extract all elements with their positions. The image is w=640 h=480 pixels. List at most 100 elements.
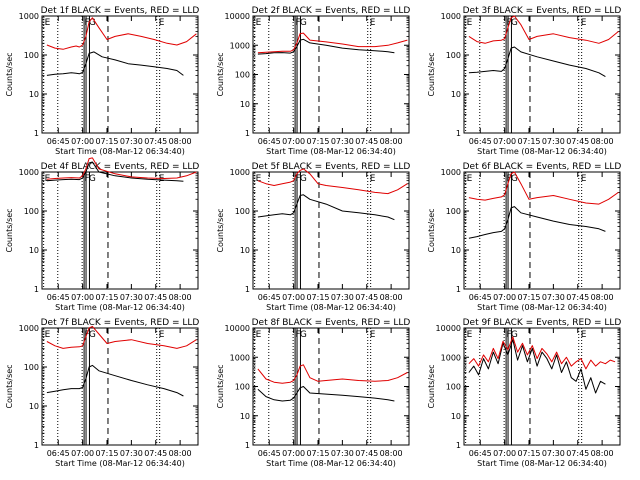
y-tick-label: 100 [24, 207, 39, 216]
detector-panel-5: Det 5f BLACK = Events, RED = LLD 1 10 100 10… [216, 162, 410, 312]
x-tick-label: 06:45 [47, 137, 70, 146]
x-tick-label: 07:00 [71, 449, 94, 458]
x-tick-label: 07:00 [71, 293, 94, 302]
y-tick-label: 1000 [19, 12, 39, 21]
detector-panel-2: Det 2f BLACK = Events, RED = LLD 1 10 100 10… [216, 6, 410, 156]
lld-series-line [46, 157, 197, 180]
detector-panel-9: Det 9f BLACK = Events, RED = LLD 1 10 100 10… [427, 318, 621, 468]
y-tick-label: 1000 [441, 168, 461, 177]
lld-series-line [468, 171, 619, 205]
x-tick-label: 07:00 [71, 137, 94, 146]
x-tick-label: 07:45 [144, 137, 167, 146]
x-tick-label: 07:15 [517, 137, 540, 146]
plot-frame [41, 171, 199, 290]
detector-panel-4: Det 4f BLACK = Events, RED = LLD 1 10 100 10… [5, 157, 199, 312]
x-tick-label: 07:15 [306, 449, 329, 458]
flag-label: G [511, 18, 518, 28]
plot-frame [463, 327, 621, 446]
x-tick-label: 07:45 [144, 293, 167, 302]
x-axis-label: Start Time (08-Mar-12 06:34:40) [266, 147, 396, 156]
flag-label: F [84, 18, 89, 28]
flag-label: G [89, 330, 96, 340]
y-tick-label: 1000 [19, 168, 39, 177]
lld-series-line [46, 325, 197, 349]
y-axis-label: Counts/sec [216, 208, 225, 252]
x-axis-label: Start Time (08-Mar-12 06:34:40) [477, 147, 607, 156]
y-tick-label: 1 [245, 285, 250, 294]
events-series-line [257, 38, 395, 55]
y-tick-label: 10 [29, 402, 39, 411]
events-series-line [46, 51, 184, 76]
y-axis-label: Counts/sec [216, 52, 225, 96]
x-tick-label: 08:00 [591, 293, 614, 302]
x-tick-label: 07:30 [120, 449, 143, 458]
y-tick-label: 1000 [441, 12, 461, 21]
flag-label: E [467, 18, 473, 28]
flag-label: E [256, 18, 262, 28]
flag-label: E [370, 174, 376, 184]
lld-series-line [468, 15, 619, 44]
y-tick-label: 10000 [436, 324, 461, 333]
y-tick-label: 10 [29, 246, 39, 255]
flag-label: G [300, 330, 307, 340]
x-tick-label: 07:15 [517, 449, 540, 458]
x-tick-label: 06:45 [258, 293, 281, 302]
x-axis-label: Start Time (08-Mar-12 06:34:40) [55, 147, 185, 156]
panel-title: Det 6f BLACK = Events, RED = LLD [463, 162, 622, 172]
y-tick-label: 1 [456, 129, 461, 138]
x-tick-label: 07:30 [542, 449, 565, 458]
x-tick-label: 07:15 [517, 293, 540, 302]
y-axis-label: Counts/sec [5, 52, 14, 96]
y-axis-label: Counts/sec [427, 52, 436, 96]
events-series-line [46, 161, 184, 182]
y-tick-label: 1 [34, 441, 39, 450]
flag-label: E [581, 330, 587, 340]
panel-title: Det 9f BLACK = Events, RED = LLD [463, 318, 622, 328]
flag-label: F [295, 330, 300, 340]
x-tick-label: 07:30 [331, 137, 354, 146]
x-tick-label: 07:00 [282, 449, 305, 458]
flag-label: E [45, 18, 51, 28]
y-axis-label: Counts/sec [216, 364, 225, 408]
x-tick-label: 07:45 [355, 449, 378, 458]
y-axis-label: Counts/sec [427, 208, 436, 252]
flag-label: E [256, 174, 262, 184]
x-tick-label: 07:00 [493, 293, 516, 302]
x-axis-label: Start Time (08-Mar-12 06:34:40) [55, 303, 185, 312]
x-tick-label: 07:45 [355, 293, 378, 302]
detector-panel-8: Det 8f BLACK = Events, RED = LLD 1 10 100 10… [216, 318, 410, 468]
events-series-line [468, 206, 606, 239]
y-tick-label: 1000 [230, 41, 250, 50]
y-tick-label: 100 [446, 207, 461, 216]
flag-label: G [89, 18, 96, 28]
events-series-line [468, 46, 606, 78]
x-tick-label: 07:00 [493, 449, 516, 458]
detector-panel-7: Det 7f BLACK = Events, RED = LLD 1 10 100 10… [5, 318, 199, 468]
y-tick-label: 1 [245, 441, 250, 450]
flag-label: G [300, 18, 307, 28]
x-tick-label: 07:15 [95, 137, 118, 146]
x-axis-label: Start Time (08-Mar-12 06:34:40) [477, 459, 607, 468]
y-tick-label: 10 [451, 90, 461, 99]
x-tick-label: 07:30 [542, 293, 565, 302]
plot-frame [252, 15, 410, 134]
x-tick-label: 08:00 [169, 137, 192, 146]
panel-title: Det 8f BLACK = Events, RED = LLD [252, 318, 411, 328]
detector-panel-1: Det 1f BLACK = Events, RED = LLD 1 10 100 10… [5, 6, 199, 156]
panel-title: Det 5f BLACK = Events, RED = LLD [252, 162, 411, 172]
flag-label: E [370, 18, 376, 28]
flag-label: E [159, 18, 165, 28]
lld-series-line [257, 168, 408, 195]
flag-label: E [159, 174, 165, 184]
y-tick-label: 10000 [225, 12, 250, 21]
y-tick-label: 100 [446, 51, 461, 60]
flag-label: F [506, 330, 511, 340]
y-tick-label: 10 [451, 412, 461, 421]
x-tick-label: 07:45 [144, 449, 167, 458]
plot-frame [252, 327, 410, 446]
y-tick-label: 1000 [19, 324, 39, 333]
flag-label: F [295, 174, 300, 184]
x-tick-label: 07:45 [566, 137, 589, 146]
y-tick-label: 10 [240, 246, 250, 255]
y-tick-label: 1 [456, 285, 461, 294]
